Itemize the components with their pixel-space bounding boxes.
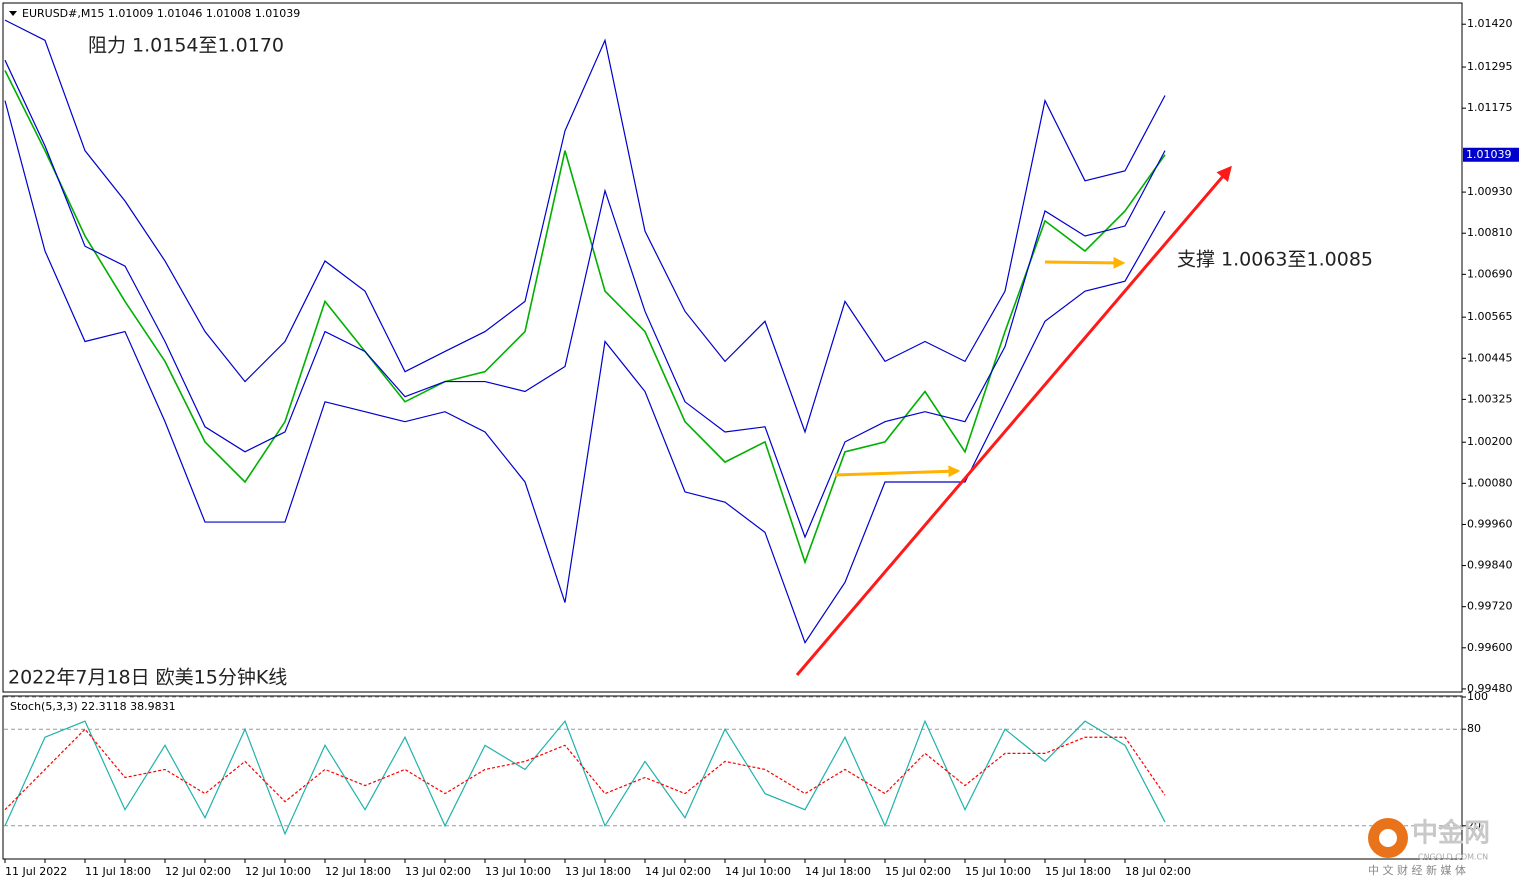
logo [1379,829,1397,847]
y-tick-label: 1.01175 [1467,101,1513,114]
x-tick-label: 11 Jul 2022 [5,865,67,878]
y-tick-label: 0.99480 [1467,682,1513,695]
trend-line [795,165,1232,676]
y-tick-label: 1.00325 [1467,392,1513,405]
y-tick-label: 1.00930 [1467,185,1513,198]
x-tick-label: 18 Jul 02:00 [1125,865,1191,878]
chart-header: EURUSD#,M15 1.01009 1.01046 1.01008 1.01… [22,7,300,20]
y-tick-label: 1.00565 [1467,310,1513,323]
support-arrow [834,465,961,478]
series-line [4,59,1166,539]
watermark-site: CNGOLD.COM.CN [1418,853,1488,862]
y-tick-label: 0.99960 [1467,517,1513,530]
x-tick-label: 15 Jul 18:00 [1045,865,1111,878]
x-tick-label: 14 Jul 10:00 [725,865,791,878]
y-tick-label: 0.99600 [1467,641,1513,654]
series-line [4,719,1166,836]
y-tick-label: 1.00200 [1467,435,1513,448]
y-tick-label: 1.00690 [1467,267,1513,280]
stoch-panel [2,695,1463,860]
x-tick-label: 15 Jul 10:00 [965,865,1031,878]
y-tick-label: 1.01420 [1467,17,1513,30]
main-panel [2,2,1463,693]
watermark-slogan: 中 文 财 经 新 媒 体 [1368,863,1466,877]
annotation: 阻力 1.0154至1.0170 [88,35,284,57]
y-tick-label: 1.00810 [1467,226,1513,239]
x-tick-label: 13 Jul 18:00 [565,865,631,878]
x-tick-label: 15 Jul 02:00 [885,865,951,878]
price-tag [1463,147,1519,162]
x-tick-label: 13 Jul 10:00 [485,865,551,878]
annotation: 支撑 1.0063至1.0085 [1177,249,1373,271]
y-tick-label: 20 [1467,819,1481,832]
watermark-brand: 中金网 [1412,818,1490,849]
x-tick-label: 11 Jul 18:00 [85,865,151,878]
x-tick-label: 12 Jul 10:00 [245,865,311,878]
y-tick-label: 1.01295 [1467,60,1513,73]
series-line [4,728,1166,811]
price-tag-label: 1.01039 [1466,148,1512,161]
x-tick-label: 14 Jul 02:00 [645,865,711,878]
series-line [4,70,1166,565]
x-tick-label: 13 Jul 02:00 [405,865,471,878]
x-tick-label: 14 Jul 18:00 [805,865,871,878]
series-line [4,19,1166,434]
y-tick-label: 1.00445 [1467,351,1513,364]
annotation: 2022年7月18日 欧美15分钟K线 [8,667,287,689]
support-arrow [1044,256,1126,269]
x-tick-label: 12 Jul 18:00 [325,865,391,878]
y-tick-label: 0.99840 [1467,559,1513,572]
x-tick-label: 12 Jul 02:00 [165,865,231,878]
stoch-title: Stoch(5,3,3) 22.3118 38.9831 [10,700,176,713]
y-tick-label: 0.99720 [1467,600,1513,613]
y-tick-label: 1.00080 [1467,476,1513,489]
menu-triangle[interactable] [9,11,17,16]
y-tick-label: 80 [1467,722,1481,735]
y-tick-label: 100 [1467,690,1488,703]
